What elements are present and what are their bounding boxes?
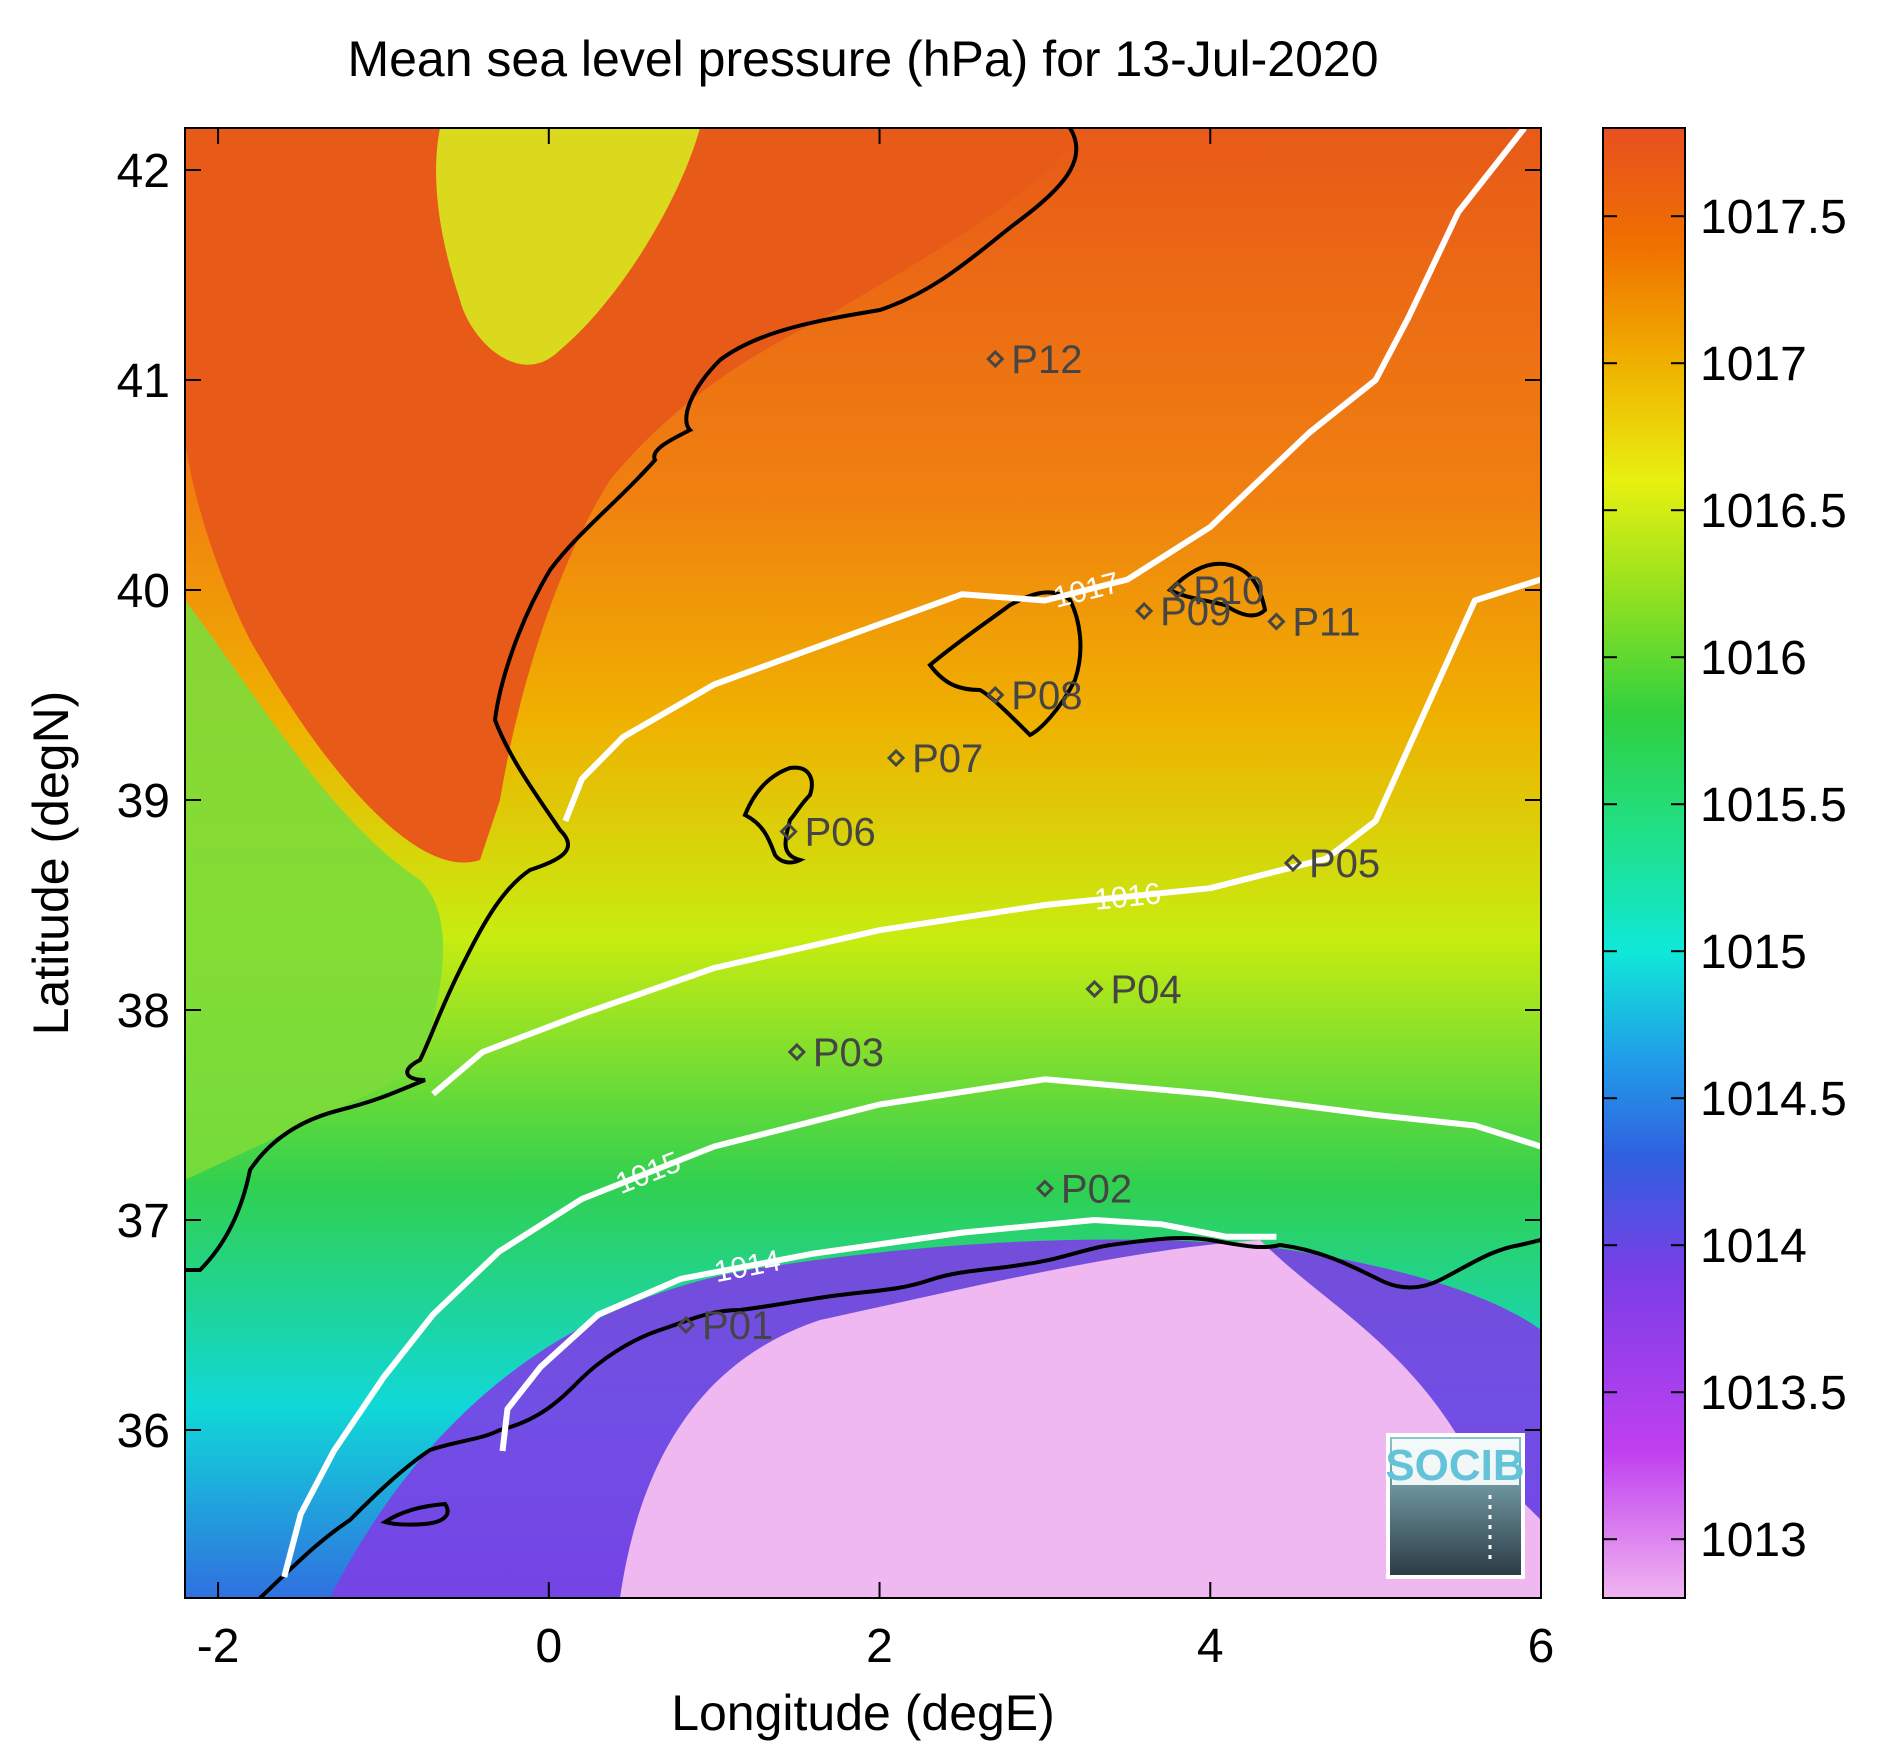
socib-logo-text: SOCIB — [1385, 1441, 1524, 1490]
colorbar-tick-label: 1017.5 — [1700, 191, 1847, 244]
colorbar-tick-label: 1017 — [1700, 338, 1807, 391]
colorbar-tick-label: 1016 — [1700, 632, 1807, 685]
y-tick-label: 37 — [117, 1195, 170, 1248]
contour-line-1016 — [431, 576, 1541, 1097]
socib-logo: SOCIB — [1385, 1433, 1525, 1579]
iberia-plateau-green — [185, 600, 444, 1180]
colorbar-tick-label: 1015 — [1700, 926, 1807, 979]
colorbar-tick-label: 1013 — [1700, 1514, 1807, 1567]
station-marker — [779, 822, 798, 841]
x-axis-ticks: -2 0 2 4 6 — [197, 128, 1555, 1673]
colorbar-tick-label: 1014.5 — [1700, 1073, 1847, 1126]
contour-line-1015 — [281, 1076, 1541, 1578]
station-label: P04 — [1111, 968, 1182, 1012]
station-label: P09 — [1160, 590, 1231, 634]
x-axis-label: Longitude (degE) — [671, 1685, 1055, 1741]
station-marker — [1283, 853, 1303, 873]
station-label: P10 — [1193, 569, 1264, 613]
contour-line-1017 — [562, 128, 1527, 823]
menorca-coastline — [1166, 561, 1268, 618]
station-marker — [886, 748, 906, 768]
africa-coastline — [258, 1235, 1541, 1598]
iberia-coastline — [185, 128, 1079, 1272]
station-label: P11 — [1292, 601, 1360, 645]
colorbar-tick-label: 1014 — [1700, 1220, 1807, 1273]
contour-line-1014 — [499, 1217, 1277, 1452]
iberia-plateau-yellow — [436, 128, 700, 365]
station-marker — [1085, 979, 1104, 999]
y-tick-label: 41 — [117, 355, 170, 408]
station-label: P07 — [912, 737, 983, 781]
y-axis-label: Latitude (degN) — [23, 691, 79, 1036]
station-marker — [1134, 601, 1154, 621]
x-tick-label: 4 — [1197, 1620, 1224, 1673]
y-tick-label: 36 — [117, 1405, 170, 1458]
iberia-high-pressure-region — [185, 128, 1080, 863]
station-label: P06 — [805, 811, 876, 855]
y-axis-ticks: 36 37 38 39 40 41 42 — [117, 145, 1541, 1458]
figure-title: Mean sea level pressure (hPa) for 13-Jul… — [347, 31, 1378, 87]
station-marker — [1168, 580, 1187, 600]
y-tick-label: 39 — [117, 775, 170, 828]
colorbar-ticks: 1013 1013.5 1014 1014.5 1015 1015.5 1016 1016.5… — [1603, 191, 1847, 1567]
alboran-islet — [380, 1501, 450, 1527]
x-tick-label: 2 — [866, 1620, 893, 1673]
contour-label-group: 1016 — [1093, 877, 1163, 917]
y-tick-label: 38 — [117, 985, 170, 1038]
station-marker — [1035, 1179, 1055, 1198]
colorbar — [1602, 127, 1686, 1599]
contour-label: 1016 — [1093, 877, 1163, 917]
station-label: P08 — [1011, 674, 1082, 718]
station-marker — [986, 349, 1005, 369]
y-tick-label: 42 — [117, 145, 170, 198]
colorbar-tick-label: 1016.5 — [1700, 485, 1847, 538]
colorbar-tick-label: 1015.5 — [1700, 779, 1847, 832]
lowest-pressure-region — [620, 1240, 1541, 1598]
x-tick-label: 0 — [535, 1620, 562, 1673]
y-tick-label: 40 — [117, 565, 170, 618]
station-label: P12 — [1011, 338, 1082, 382]
station-label: P02 — [1061, 1168, 1132, 1212]
x-tick-label: 6 — [1528, 1620, 1555, 1673]
plot-frame — [184, 127, 1542, 1599]
ibiza-coastline — [742, 765, 814, 865]
station-label: P01 — [702, 1304, 773, 1348]
station-marker — [676, 1315, 696, 1335]
coastlines — [185, 128, 1541, 1598]
station-label: P05 — [1309, 842, 1380, 886]
station-marker — [1267, 612, 1286, 631]
colorbar-tick-label: 1013.5 — [1700, 1367, 1847, 1420]
station-marker — [986, 685, 1005, 705]
station-label: P03 — [813, 1031, 884, 1075]
station-marker — [787, 1042, 806, 1062]
mallorca-coastline — [927, 590, 1083, 738]
x-tick-label: -2 — [197, 1620, 240, 1673]
